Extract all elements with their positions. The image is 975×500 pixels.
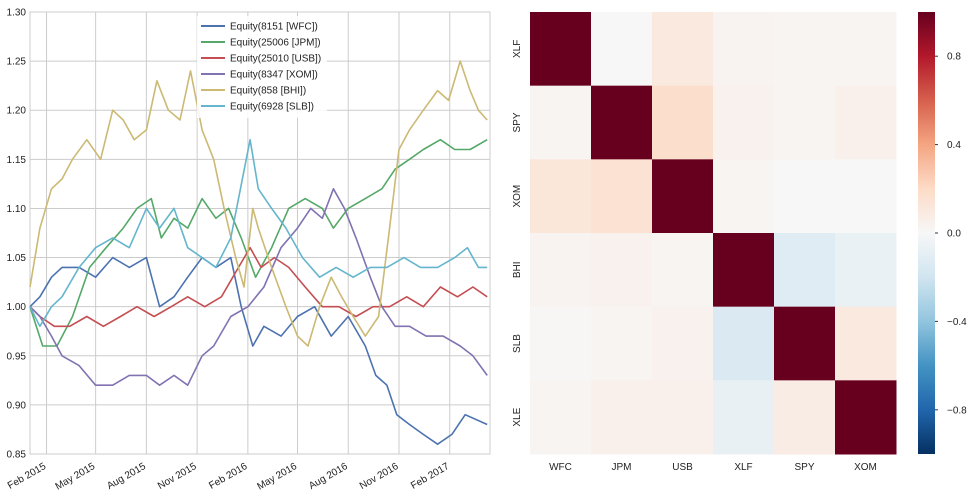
heatmap-cell (835, 85, 897, 160)
legend-entry: Equity(8347 [XOM]) (230, 70, 318, 81)
line-y-tick-label: 1.10 (7, 204, 27, 215)
heatmap-cell (652, 12, 714, 87)
line-y-tick-label: 1.15 (7, 155, 27, 166)
heatmap-y-label: BHI (512, 261, 523, 278)
colorbar-gradient (918, 12, 935, 454)
line-series (29, 246, 488, 328)
line-y-tick-label: 1.20 (7, 106, 27, 117)
heatmap-cell (774, 159, 836, 234)
legend-entry: Equity(6928 [SLB]) (230, 102, 314, 113)
heatmap-x-label: XLF (734, 462, 752, 473)
colorbar-tick-label: 0.8 (947, 52, 961, 63)
line-y-tick-label: 1.05 (7, 253, 27, 264)
heatmap-cells (530, 12, 897, 455)
heatmap-cell (530, 380, 592, 455)
heatmap-cell (652, 85, 714, 160)
heatmap-y-label: XLF (512, 40, 523, 58)
heatmap-cell (652, 159, 714, 234)
heatmap-y-label: SLB (512, 334, 523, 353)
line-y-tick-label: 0.90 (7, 400, 27, 411)
colorbar-tick-label: −0.8 (947, 405, 967, 416)
legend-entry: Equity(858 [BHI]) (230, 86, 306, 97)
heatmap-cell (591, 12, 653, 87)
heatmap-cell (774, 306, 836, 381)
heatmap-cell (652, 233, 714, 308)
line-y-tick-label: 0.85 (7, 450, 27, 461)
line-series (29, 138, 488, 347)
line-x-tick-label: Nov 2016 (358, 461, 401, 492)
heatmap-cell (713, 233, 775, 308)
heatmap-cell (591, 233, 653, 308)
heatmap-cell (713, 380, 775, 455)
heatmap: WFC JPM USB XLF SPY XOM XLF SPY XOM BHI SLB XLE (512, 12, 897, 473)
legend-entry: Equity(8151 [WFC]) (230, 22, 318, 33)
legend-box (197, 16, 327, 118)
heatmap-cell (774, 12, 836, 87)
heatmap-cell (713, 12, 775, 87)
heatmap-cell (774, 85, 836, 160)
line-series (29, 256, 488, 445)
line-series-group (29, 60, 488, 445)
heatmap-y-label: XOM (512, 185, 523, 208)
heatmap-cell (530, 159, 592, 234)
heatmap-x-label: SPY (794, 462, 814, 473)
colorbar-tick-label: −0.4 (947, 317, 967, 328)
heatmap-x-labels: WFC JPM USB XLF SPY XOM (549, 462, 877, 473)
legend-entry: Equity(25006 [JPM]) (230, 38, 321, 49)
heatmap-cell (530, 306, 592, 381)
heatmap-x-label: JPM (612, 462, 632, 473)
line-x-tick-label: Aug 2015 (105, 461, 148, 492)
line-x-tick-label: Aug 2016 (307, 461, 350, 492)
heatmap-cell (591, 380, 653, 455)
heatmap-cell (835, 380, 897, 455)
line-legend: Equity(8151 [WFC]) Equity(25006 [JPM]) Equ… (197, 16, 327, 118)
line-series (29, 60, 488, 347)
colorbar-ticks: 0.8 0.4 0.0 −0.4 −0.8 (935, 52, 967, 416)
heatmap-cell (591, 159, 653, 234)
line-series (29, 138, 488, 328)
line-x-tick-label: Nov 2015 (156, 461, 199, 492)
heatmap-cell (530, 85, 592, 160)
line-y-tick-label: 1.30 (7, 8, 27, 19)
line-x-tick-label: May 2016 (255, 461, 299, 493)
line-x-ticks: Feb 2015 May 2015 Aug 2015 Nov 2015 Feb 2016… (6, 461, 452, 493)
heatmap-x-label: USB (672, 462, 693, 473)
line-y-ticks: 0.85 0.90 0.95 1.00 1.05 1.10 1.15 1.20 1.25 1.30 (7, 8, 27, 461)
line-chart: 0.85 0.90 0.95 1.00 1.05 1.10 1.15 1.20 1.25 1.30… (6, 8, 491, 493)
heatmap-cell (774, 380, 836, 455)
heatmap-cell (835, 306, 897, 381)
heatmap-cell (591, 306, 653, 381)
heatmap-cell (530, 233, 592, 308)
heatmap-x-label: WFC (549, 462, 572, 473)
colorbar-tick-label: 0.0 (947, 229, 961, 240)
legend-entry: Equity(25010 [USB]) (230, 54, 321, 65)
colorbar-tick-label: 0.4 (947, 140, 961, 151)
line-y-tick-label: 1.00 (7, 302, 27, 313)
line-x-tick-label: May 2015 (54, 461, 98, 493)
heatmap-cell (713, 159, 775, 234)
heatmap-cell (835, 12, 897, 87)
line-y-tick-label: 0.95 (7, 351, 27, 362)
heatmap-cell (591, 85, 653, 160)
line-x-tick-label: Feb 2016 (207, 461, 249, 492)
colorbar: 0.8 0.4 0.0 −0.4 −0.8 (918, 12, 967, 454)
line-series (29, 188, 488, 386)
line-y-tick-label: 1.25 (7, 57, 27, 68)
heatmap-y-label: XLE (512, 407, 523, 426)
heatmap-cell (652, 306, 714, 381)
heatmap-cell (530, 12, 592, 87)
heatmap-cell (652, 380, 714, 455)
heatmap-x-label: XOM (854, 462, 877, 473)
line-x-tick-label: Feb 2015 (6, 461, 48, 492)
line-x-tick-label: Feb 2017 (409, 461, 451, 492)
heatmap-cell (835, 233, 897, 308)
heatmap-cell (713, 85, 775, 160)
heatmap-y-label: SPY (512, 112, 523, 132)
heatmap-cell (713, 306, 775, 381)
heatmap-cell (774, 233, 836, 308)
heatmap-y-labels: XLF SPY XOM BHI SLB XLE (512, 40, 523, 427)
heatmap-cell (835, 159, 897, 234)
